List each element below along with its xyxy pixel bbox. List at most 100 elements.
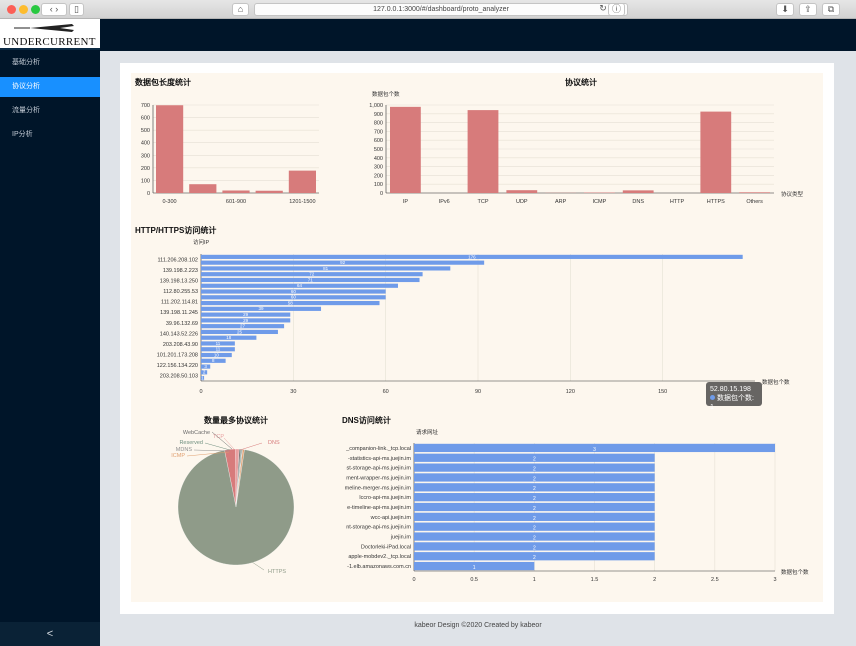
home-icon[interactable]: ⌂ <box>232 3 249 16</box>
sidebar-item-basic[interactable]: 基础分析 <box>12 59 40 66</box>
bar-value-label: 81 <box>323 266 329 271</box>
tabs-icon[interactable]: ⧉ <box>822 3 840 16</box>
y-tick-label: wcc-api.juejin.im <box>370 515 412 521</box>
bar-value-label: 1 <box>473 565 476 571</box>
x-tick-label: UDP <box>516 199 528 205</box>
sidebar-item-ip[interactable]: IP分析 <box>12 131 33 138</box>
bar <box>414 532 655 541</box>
bar-value-label: 2 <box>533 467 536 473</box>
minimize-window-icon[interactable] <box>19 5 28 14</box>
bar <box>390 106 421 193</box>
bar-value-label: 2 <box>533 486 536 492</box>
bar <box>201 289 386 294</box>
x-tick-label: 0 <box>199 389 202 395</box>
y-tick-label: 111.206.208.102 <box>158 257 198 263</box>
pen-nib-icon <box>14 24 74 32</box>
bar-value-label: 2 <box>533 526 536 532</box>
bar-value-label: 92 <box>340 260 346 265</box>
bar <box>201 295 386 300</box>
x-tick-label: HTTPS <box>707 199 725 205</box>
bar-value-label: 2 <box>533 457 536 463</box>
bar <box>156 105 184 193</box>
header-bar <box>100 19 856 51</box>
bar-value-label: 39 <box>259 306 265 311</box>
y-tick-label: 500 <box>374 147 383 153</box>
y-tick-label: 400 <box>374 156 383 162</box>
label-line <box>223 437 235 450</box>
bar-value-label: 25 <box>237 329 243 334</box>
y-axis-title: 数据包个数 <box>372 90 400 98</box>
bar-value-label: 11 <box>216 341 221 346</box>
bar <box>414 473 655 482</box>
zoom-window-icon[interactable] <box>31 5 40 14</box>
address-bar[interactable]: 127.0.0.1:3000/#/dashboard/proto_analyze… <box>254 3 628 16</box>
x-axis-title: 协议类型 <box>781 190 804 198</box>
bar <box>739 192 770 193</box>
y-tick-label: 139.198.2.223 <box>163 268 198 274</box>
reload-icon[interactable]: ↻ <box>599 3 607 13</box>
bar-value-label: 58 <box>288 300 294 305</box>
bar-value-label: 2 <box>533 496 536 502</box>
y-tick-label: -statistics-api-ms.juejin.im <box>348 456 411 462</box>
bar-value-label: 2 <box>533 516 536 522</box>
y-tick-label: 140.143.52.226 <box>160 331 198 337</box>
label-line <box>239 442 263 451</box>
info-icon[interactable]: ⓘ <box>608 3 625 16</box>
y-tick-label: 0 <box>380 191 383 197</box>
y-tick-label: 300 <box>141 153 150 159</box>
sidebar-item-traffic[interactable]: 流量分析 <box>12 107 40 114</box>
x-tick-label: IP <box>403 199 409 205</box>
y-tick-label: 1,000 <box>369 103 383 109</box>
footer: kabeor Design ©2020 Created by kabeor <box>414 622 542 629</box>
x-tick-label: 601-900 <box>226 199 246 205</box>
y-tick-label: 203.208.50.103 <box>160 374 198 380</box>
bar <box>201 300 380 306</box>
bar <box>414 502 655 512</box>
sidebar-item-protocol[interactable]: 协议分析 <box>0 77 100 97</box>
y-tick-label: 139.198.11.245 <box>160 310 198 316</box>
y-tick-label: Doctorleki-iPad.local <box>361 544 411 550</box>
tooltip-label: 数据包个数: 1 <box>710 395 754 411</box>
y-axis-title: 访问IP <box>193 238 210 246</box>
pie-label: TCP <box>213 434 224 440</box>
bar-value-label: 2 <box>203 370 206 375</box>
bar <box>189 184 217 193</box>
x-tick-label: 2 <box>653 577 656 583</box>
bar-value-label: 1 <box>201 376 204 381</box>
chart-title: 数量最多协议统计 <box>204 415 268 425</box>
y-tick-label: 100 <box>374 182 383 188</box>
download-icon[interactable]: ⬇ <box>776 3 794 16</box>
bar <box>255 190 283 193</box>
bar <box>201 254 743 259</box>
series-dot-icon <box>710 395 715 400</box>
bar-value-label: 60 <box>291 289 297 294</box>
bar-value-label: 3 <box>593 447 596 453</box>
bar <box>414 552 655 561</box>
label-line <box>251 561 265 571</box>
y-tick-label: -1.elb.amazonaws.com.cn <box>347 564 411 570</box>
collapse-button[interactable]: < <box>0 622 100 646</box>
sidebar: UNDERCURRENT 基础分析 协议分析 流量分析 IP分析 < <box>0 19 100 646</box>
bar-value-label: 2 <box>533 476 536 482</box>
bar <box>414 463 655 472</box>
sidebar-toggle-icon[interactable]: ▯ <box>69 3 84 16</box>
close-window-icon[interactable] <box>7 5 16 14</box>
bar <box>467 110 499 193</box>
back-forward-buttons[interactable]: ‹ › <box>41 3 67 16</box>
y-tick-label: 500 <box>141 128 150 134</box>
label-line <box>204 442 231 451</box>
y-tick-label: 203.208.43.90 <box>163 342 198 348</box>
bar-value-label: 29 <box>243 312 249 317</box>
x-tick-label: DNS <box>632 199 644 205</box>
bar <box>201 312 291 317</box>
tooltip-ip: 52.80.15.198 <box>710 386 751 393</box>
share-icon[interactable]: ⇪ <box>799 3 817 16</box>
bar <box>414 512 655 521</box>
y-tick-label: 400 <box>141 141 150 147</box>
y-tick-label: 0 <box>147 191 150 197</box>
bar <box>201 306 322 311</box>
x-tick-label: 2.5 <box>711 577 719 583</box>
x-tick-label: 120 <box>566 389 575 395</box>
y-tick-label: 139.198.13.250 <box>160 278 198 284</box>
bar <box>201 364 211 369</box>
